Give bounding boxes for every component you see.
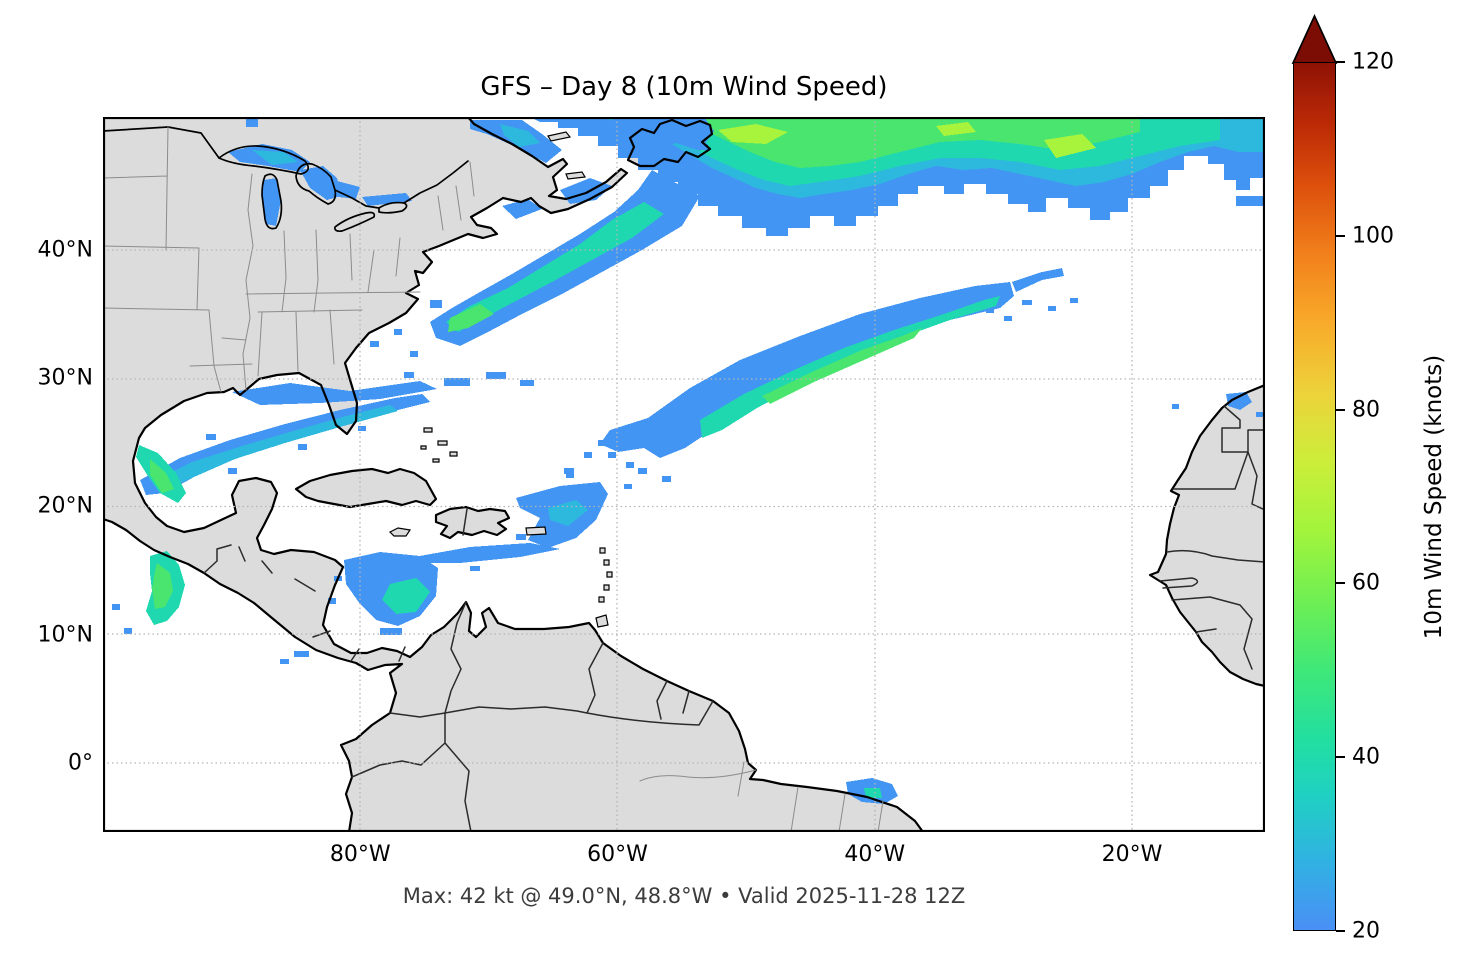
- colorbar-tick-label: 40: [1352, 744, 1380, 770]
- colorbar-tick-label: 20: [1352, 918, 1380, 944]
- wind-region-st-lawrence: [470, 117, 714, 163]
- colorbar-tick-label: 120: [1352, 49, 1394, 75]
- colorbar-tick-mark: [1336, 234, 1345, 237]
- lat-tick-label: 0°: [68, 750, 93, 776]
- wind-region-morocco-dots: [1172, 392, 1264, 417]
- gridlines: [103, 117, 1265, 832]
- lon-tick-label: 60°W: [587, 842, 648, 867]
- lat-tick-label: 10°N: [37, 622, 93, 648]
- colorbar-tick-label: 60: [1352, 570, 1380, 596]
- atlantic-basin-map: [103, 117, 1265, 832]
- wind-region-nova-scotia-streak: [430, 170, 700, 346]
- wind-region-north-atlantic-band: [530, 117, 1265, 236]
- plot-frame: [103, 117, 1265, 832]
- lon-tick-label: 80°W: [329, 842, 391, 867]
- colorbar-tick-label: 100: [1352, 223, 1394, 249]
- state-boundaries: [103, 126, 884, 832]
- colorbar-tick-mark: [1336, 930, 1345, 932]
- small-islands: [388, 131, 613, 628]
- colorbar-gradient: [1293, 62, 1336, 931]
- colorbar-axis-label: 10m Wind Speed (knots): [1421, 354, 1447, 639]
- map-plot-area: [103, 117, 1265, 832]
- wind-region-great-lakes: [228, 119, 412, 226]
- lat-tick-label: 20°N: [37, 493, 93, 519]
- lat-tick-label: 40°N: [37, 237, 93, 263]
- wind-shading: [112, 117, 1265, 804]
- wind-region-newfoundland-overlay: [642, 130, 708, 159]
- great-lakes-outlines: [103, 126, 469, 233]
- colorbar-tick-mark: [1336, 61, 1345, 63]
- lat-tick-label: 30°N: [37, 365, 93, 391]
- max-value-caption: Max: 42 kt @ 49.0°N, 48.8°W • Valid 2025…: [402, 884, 966, 908]
- wind-region-colombia-patch: [328, 552, 438, 635]
- lon-tick-label: 20°W: [1101, 842, 1163, 867]
- wind-region-tehuantepec: [112, 551, 309, 664]
- colorbar-tick-label: 80: [1352, 397, 1380, 423]
- colorbar-tick-mark: [1336, 582, 1345, 585]
- colorbar-tick-mark: [1336, 408, 1345, 411]
- colorbar-tick-mark: [1336, 756, 1345, 759]
- wind-region-ne-brazil: [846, 778, 898, 804]
- wind-region-central-atlantic-band: [566, 268, 1078, 489]
- colorbar-extend-arrow: [1291, 14, 1338, 64]
- lon-tick-label: 40°W: [844, 842, 906, 867]
- country-borders: [203, 405, 1265, 832]
- page-title: GFS – Day 8 (10m Wind Speed): [480, 72, 888, 102]
